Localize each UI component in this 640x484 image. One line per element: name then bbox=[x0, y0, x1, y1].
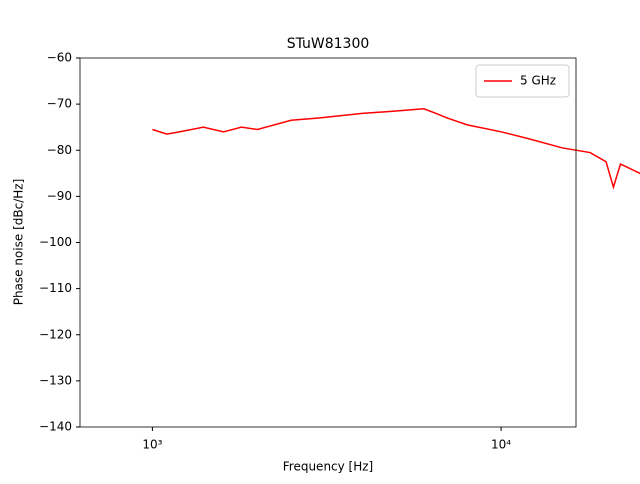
y-tick-label: −140 bbox=[39, 420, 72, 434]
legend-label: 5 GHz bbox=[520, 74, 556, 88]
y-tick-label: −90 bbox=[47, 189, 72, 203]
y-tick-label: −70 bbox=[47, 97, 72, 111]
y-tick-label: −80 bbox=[47, 143, 72, 157]
x-tick-label: 10⁴ bbox=[491, 438, 511, 452]
x-axis-label: Frequency [Hz] bbox=[283, 460, 374, 474]
line-series bbox=[152, 107, 640, 190]
legend-box bbox=[475, 64, 570, 98]
y-axis-label: Phase noise [dBc/Hz] bbox=[12, 179, 26, 306]
y-tick-label: −110 bbox=[39, 281, 72, 295]
y-tick-label: −100 bbox=[39, 235, 72, 249]
y-tick-label: −60 bbox=[47, 51, 72, 65]
chart-title: STuW81300 bbox=[287, 36, 370, 52]
plot-frame bbox=[79, 57, 577, 428]
x-tick-label: 10³ bbox=[142, 438, 162, 452]
y-tick-label: −130 bbox=[39, 373, 72, 387]
y-tick-label: −120 bbox=[39, 327, 72, 341]
